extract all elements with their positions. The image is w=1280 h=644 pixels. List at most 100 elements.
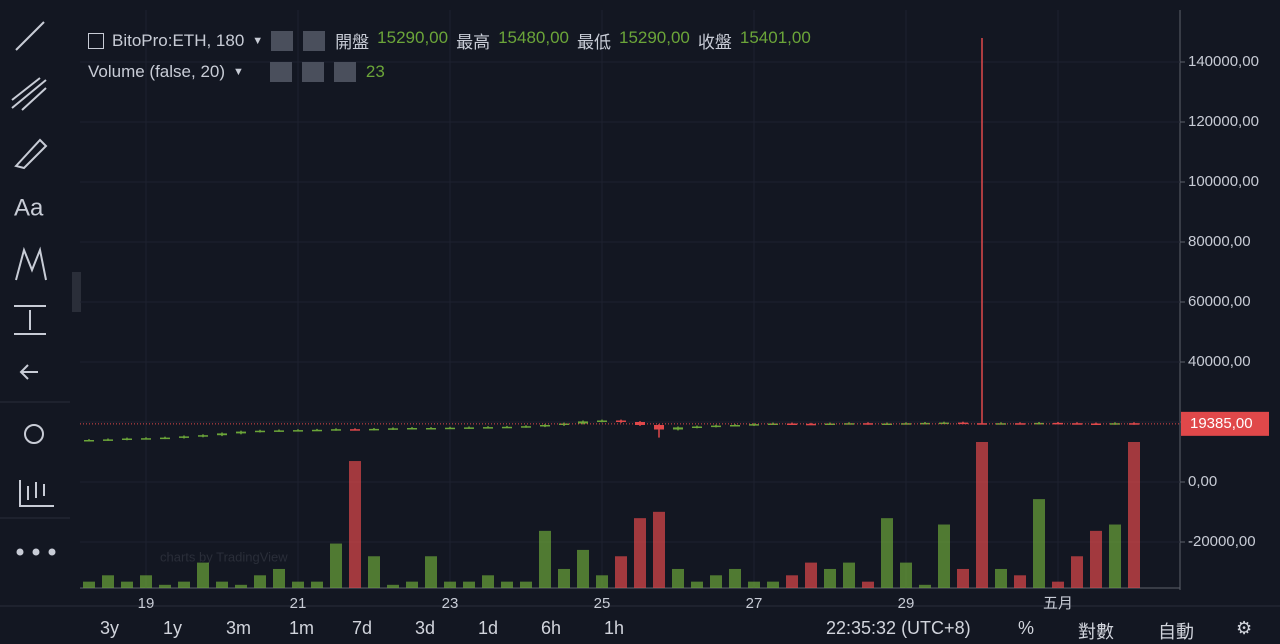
- volume-bar: [463, 581, 475, 588]
- zoom-tool[interactable]: [24, 424, 44, 444]
- ohlc-values: 開盤 15290,00 最高 15480,00 最低 15290,00 收盤 15401,00: [335, 28, 811, 53]
- settings-button[interactable]: [301, 62, 324, 82]
- auto-toggle[interactable]: 自動: [1158, 622, 1194, 642]
- volume-bar: [368, 556, 380, 588]
- eye-button[interactable]: [269, 62, 292, 82]
- range-button[interactable]: 3y: [100, 618, 120, 638]
- volume-bar: [406, 581, 418, 588]
- volume-bar: [102, 575, 114, 588]
- candle-body: [236, 431, 246, 434]
- y-tick-label: 140000,00: [1188, 53, 1259, 70]
- x-tick-label: 29: [898, 595, 915, 612]
- volume-legend: Volume (false, 20) ▼ 23: [88, 62, 385, 82]
- volume-bar: [235, 584, 247, 588]
- volume-bar: [938, 524, 950, 588]
- trend-line-tool[interactable]: [15, 21, 45, 51]
- volume-bar: [140, 575, 152, 588]
- volume-bar: [634, 518, 646, 588]
- symbol[interactable]: BitoPro:ETH, 180: [112, 30, 245, 50]
- settings-gear[interactable]: ⚙: [1236, 618, 1253, 638]
- pattern-tool[interactable]: [15, 246, 47, 281]
- x-tick-label: 19: [138, 595, 155, 612]
- volume-bar: [596, 575, 608, 588]
- candle-body: [331, 429, 341, 431]
- close-button[interactable]: [333, 62, 356, 82]
- collapse-toggle[interactable]: [88, 32, 104, 49]
- volume-bar: [577, 549, 589, 588]
- candle-body: [160, 437, 170, 440]
- ohlc-label: 最高: [456, 33, 491, 52]
- range-button[interactable]: 1m: [289, 618, 315, 638]
- volume-bar: [824, 568, 836, 588]
- volume-bar: [900, 562, 912, 588]
- volume-bar: [482, 575, 494, 588]
- candle-body: [293, 430, 303, 432]
- volume-bar: [349, 461, 361, 588]
- y-tick-label: 120000,00: [1188, 113, 1259, 130]
- candle-body: [521, 426, 531, 428]
- candle-body: [217, 433, 227, 436]
- candle-body: [103, 439, 113, 441]
- candle-body: [540, 425, 550, 427]
- candle-body: [426, 428, 436, 430]
- volume-bar: [330, 543, 342, 588]
- volume-bar: [672, 568, 684, 588]
- log-toggle[interactable]: 對數: [1078, 622, 1114, 642]
- volume-bar: [710, 575, 722, 588]
- range-button[interactable]: 3d: [415, 618, 436, 638]
- candle-body: [502, 426, 512, 429]
- volume-bar: [444, 581, 456, 588]
- text-tool[interactable]: Aa: [14, 194, 44, 221]
- candle-body: [1034, 422, 1044, 425]
- range-button[interactable]: 6h: [541, 618, 562, 638]
- symbol-legend: BitoPro:ETH, 180 ▼ 開盤 15290,00 最高 15480,00 最低…: [88, 28, 811, 53]
- range-button[interactable]: 7d: [352, 618, 373, 638]
- candle-body: [1091, 423, 1101, 426]
- range-button[interactable]: 3m: [226, 618, 252, 638]
- x-tick-label: 25: [594, 595, 611, 612]
- tool-icons: [11, 21, 54, 507]
- volume-bar: [121, 581, 133, 588]
- volume-bar: [957, 568, 969, 588]
- volume-bar: [786, 575, 798, 588]
- volume-bar: [501, 581, 513, 588]
- candle-body: [692, 426, 702, 429]
- candle-body: [863, 423, 873, 425]
- pitchfork-tool[interactable]: [11, 77, 47, 111]
- eye-button[interactable]: [271, 30, 294, 51]
- indicator-tool[interactable]: [19, 480, 54, 507]
- collapse-handle[interactable]: [72, 272, 81, 312]
- brush-tool[interactable]: [14, 138, 48, 170]
- y-tick-label: 40000,00: [1188, 353, 1251, 370]
- volume-bar: [767, 581, 779, 588]
- candle-body: [749, 424, 759, 426]
- ohlc-value: 15290,00: [377, 28, 449, 47]
- volume-bar: [653, 511, 665, 588]
- measure-tool[interactable]: [14, 305, 46, 335]
- candle-body: [198, 435, 208, 437]
- candle-body: [141, 438, 151, 440]
- range-button[interactable]: 1y: [163, 618, 183, 638]
- back-tool[interactable]: [19, 364, 38, 380]
- settings-button[interactable]: [303, 30, 326, 51]
- more-tools[interactable]: [16, 548, 56, 556]
- y-tick-label: 80000,00: [1188, 233, 1251, 250]
- percent-toggle[interactable]: %: [1018, 618, 1035, 638]
- volume-label[interactable]: Volume (false, 20): [88, 62, 226, 81]
- left-toolbar: [0, 0, 70, 642]
- volume-bar: [1090, 530, 1102, 588]
- volume-bar: [881, 518, 893, 588]
- volume-bar: [1033, 499, 1045, 588]
- y-tick-label: 100000,00: [1188, 173, 1259, 190]
- range-button[interactable]: 1d: [478, 618, 499, 638]
- range-button[interactable]: 1h: [604, 618, 625, 638]
- last-price-box: [1181, 411, 1269, 436]
- volume-bar: [1071, 556, 1083, 588]
- watermark: charts by TradingView: [160, 549, 288, 564]
- ohlc-label: 最低: [576, 33, 611, 52]
- volume-value: 23: [365, 62, 385, 81]
- volume-bar: [1109, 524, 1121, 588]
- volume-bar: [691, 581, 703, 588]
- volume-bar: [273, 568, 285, 588]
